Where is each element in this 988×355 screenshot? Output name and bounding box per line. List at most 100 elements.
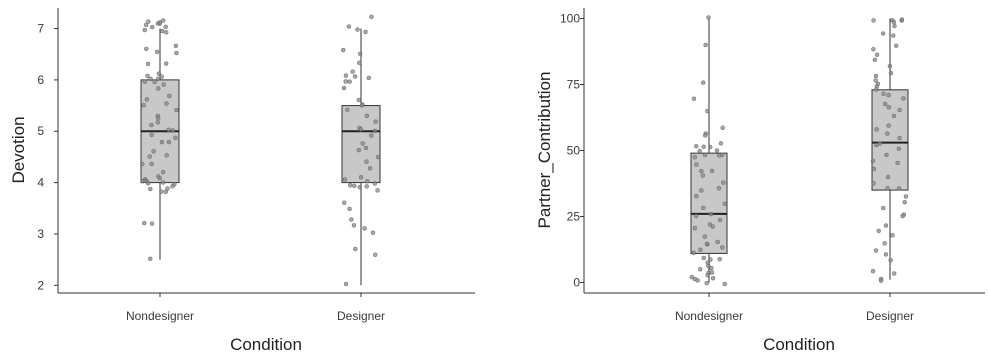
- partner-contribution-data-point: [897, 135, 902, 141]
- devotion-data-point: [142, 178, 148, 183]
- devotion-data-point: [372, 128, 378, 134]
- devotion-panel: 2 3 4 5 6 7 Nondesigner Designer: [37, 8, 475, 323]
- partner-contribution-data-point: [692, 225, 698, 231]
- partner-contribution-data-point: [709, 168, 715, 174]
- devotion-data-point: [345, 107, 350, 112]
- devotion-data-point: [347, 79, 352, 84]
- devotion-data-point: [166, 139, 172, 145]
- partner-contribution-box: [690, 152, 728, 254]
- devotion-data-point: [341, 85, 347, 91]
- partner-contribution-data-point: [699, 168, 704, 174]
- partner-contribution-x-tick-label: Designer: [866, 309, 914, 323]
- partner-contribution-data-point: [891, 33, 896, 38]
- partner-contribution-data-point: [697, 148, 703, 154]
- partner-contribution-data-point: [870, 268, 876, 274]
- devotion-data-point: [369, 14, 374, 20]
- partner-contribution-data-point: [718, 141, 724, 146]
- devotion-data-point: [369, 133, 374, 138]
- devotion-y-tick-label: 5: [37, 124, 44, 138]
- devotion-data-point: [173, 43, 179, 49]
- devotion-data-point: [149, 122, 154, 128]
- devotion-data-point: [352, 74, 358, 79]
- devotion-data-point: [157, 175, 163, 181]
- partner-contribution-data-point: [886, 123, 891, 128]
- devotion-x-tick-label: Designer: [337, 309, 385, 323]
- partner-contribution-data-point: [704, 280, 709, 286]
- partner-contribution-data-point: [874, 87, 879, 92]
- devotion-data-point: [151, 148, 156, 154]
- partner-contribution-panel: 0 25 50 75 100 Nondesigner Designer: [560, 8, 985, 323]
- devotion-data-point: [160, 180, 166, 185]
- partner-contribution-data-point: [871, 166, 877, 172]
- devotion-data-point: [356, 97, 362, 103]
- partner-contribution-box: [871, 89, 909, 191]
- devotion-data-point: [360, 141, 365, 146]
- devotion-data-point: [353, 246, 358, 252]
- partner-contribution-data-point: [886, 92, 891, 98]
- partner-contribution-x-axis-title: Condition: [763, 335, 835, 354]
- devotion-data-point: [364, 159, 369, 164]
- partner-contribution-data-point: [717, 217, 723, 223]
- partner-contribution-y-tick-label: 0: [573, 275, 580, 289]
- partner-contribution-data-point: [702, 234, 708, 239]
- partner-contribution-data-point: [717, 256, 723, 262]
- devotion-data-point: [164, 101, 169, 106]
- devotion-data-point: [173, 135, 178, 141]
- devotion-data-point: [160, 18, 166, 23]
- devotion-data-point: [358, 174, 364, 180]
- partner-contribution-data-point: [895, 160, 900, 166]
- partner-contribution-data-point: [882, 101, 888, 107]
- partner-contribution-data-point: [705, 272, 710, 278]
- devotion-data-point: [142, 79, 148, 84]
- partner-contribution-data-point: [710, 224, 716, 229]
- partner-contribution-data-point: [891, 271, 897, 276]
- partner-contribution-data-point: [716, 186, 722, 191]
- devotion-data-point: [342, 177, 348, 182]
- devotion-data-point: [174, 50, 179, 56]
- devotion-data-point: [356, 147, 362, 153]
- partner-contribution-data-point: [891, 19, 897, 25]
- partner-contribution-data-point: [884, 152, 889, 158]
- devotion-data-point: [346, 24, 352, 29]
- devotion-data-point: [167, 93, 172, 99]
- devotion-data-point: [155, 86, 161, 91]
- partner-contribution-data-point: [706, 15, 711, 20]
- partner-contribution-data-point: [878, 278, 884, 283]
- devotion-data-point: [142, 27, 148, 33]
- devotion-data-point: [367, 166, 373, 171]
- partner-contribution-data-point: [870, 158, 876, 164]
- devotion-data-point: [152, 79, 157, 85]
- devotion-data-point: [141, 102, 146, 108]
- devotion-data-point: [375, 188, 380, 193]
- devotion-y-axis-title: Devotion: [9, 116, 28, 183]
- partner-contribution-data-point: [721, 180, 726, 185]
- devotion-data-point: [163, 61, 169, 66]
- partner-contribution-data-point: [691, 250, 696, 256]
- partner-contribution-data-point: [876, 228, 881, 234]
- partner-contribution-data-point: [714, 148, 720, 153]
- devotion-data-point: [139, 161, 145, 167]
- partner-contribution-data-point: [871, 181, 876, 186]
- devotion-data-point: [343, 73, 349, 78]
- devotion-data-point: [349, 217, 354, 222]
- devotion-data-point: [148, 256, 153, 262]
- partner-contribution-y-axis-title: Partner_Contribution: [535, 72, 554, 229]
- partner-contribution-data-point: [708, 257, 713, 262]
- devotion-data-point: [363, 29, 368, 35]
- partner-contribution-y-tick-label: 75: [567, 78, 581, 92]
- partner-contribution-data-point: [698, 247, 703, 253]
- devotion-data-point: [341, 200, 347, 205]
- devotion-data-point: [362, 226, 367, 231]
- partner-contribution-data-point: [691, 96, 697, 101]
- devotion-data-point: [157, 20, 163, 25]
- partner-contribution-data-point: [702, 133, 708, 138]
- devotion-data-point: [155, 120, 161, 125]
- partner-contribution-data-point: [888, 258, 893, 263]
- devotion-data-point: [359, 103, 365, 108]
- devotion-data-point: [357, 51, 363, 57]
- partner-contribution-data-point: [709, 265, 714, 271]
- devotion-data-point: [156, 71, 162, 76]
- devotion-data-point: [154, 49, 160, 55]
- devotion-y-tick-label: 6: [37, 73, 44, 87]
